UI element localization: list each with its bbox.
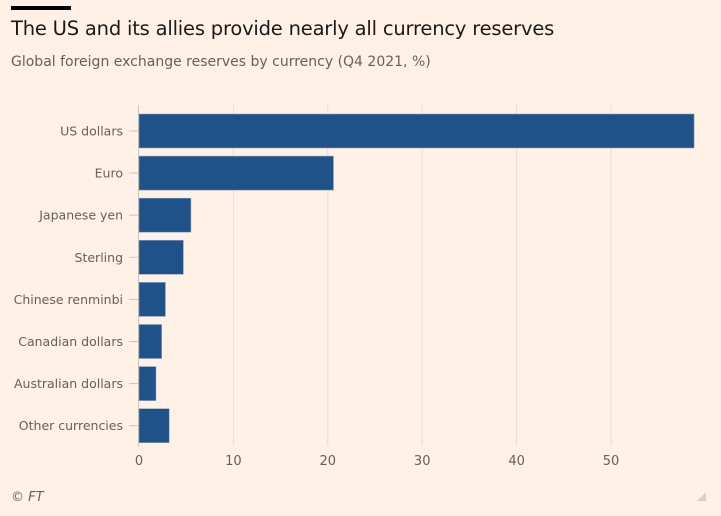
category-label: Other currencies (19, 418, 123, 433)
category-label: Chinese renminbi (14, 292, 123, 307)
x-tick-label: 40 (508, 454, 525, 469)
bar (138, 366, 157, 401)
x-tick-labels: 0 10 20 30 40 50 (135, 454, 619, 469)
bar (138, 155, 334, 191)
x-tick-label: 10 (225, 454, 242, 469)
category-label: Australian dollars (14, 376, 123, 391)
bar (138, 197, 192, 233)
x-tick-label: 20 (320, 454, 337, 469)
x-tick-label: 30 (414, 454, 431, 469)
x-tick-label: 0 (135, 454, 143, 469)
bar (138, 113, 695, 149)
bars (138, 113, 695, 444)
bar (138, 408, 170, 444)
category-label: Japanese yen (38, 208, 123, 223)
category-label: Canadian dollars (18, 334, 123, 349)
bar (138, 240, 184, 275)
ft-credit: © FT (11, 490, 44, 505)
x-tick-label: 50 (603, 454, 620, 469)
chart-subtitle: Global foreign exchange reserves by curr… (11, 54, 431, 70)
category-label: Sterling (75, 250, 123, 265)
category-label: US dollars (60, 124, 123, 139)
resize-handle-icon[interactable] (697, 492, 706, 501)
chart-title: The US and its allies provide nearly all… (11, 17, 555, 40)
title-accent-bar (11, 6, 71, 10)
category-label: Euro (95, 166, 123, 181)
bar (138, 324, 162, 359)
category-labels: US dollars Euro Japanese yen Sterling Chines… (14, 124, 138, 433)
bar (138, 282, 166, 317)
